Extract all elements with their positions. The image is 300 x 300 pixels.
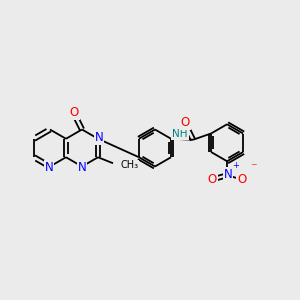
- Text: O: O: [207, 173, 217, 186]
- Text: N: N: [45, 161, 53, 174]
- Text: O: O: [237, 173, 247, 186]
- Text: N: N: [224, 168, 233, 181]
- Text: N: N: [78, 161, 86, 174]
- Text: O: O: [180, 116, 190, 129]
- Text: NH: NH: [172, 129, 188, 139]
- Text: +: +: [232, 161, 239, 170]
- Text: ⁻: ⁻: [250, 161, 257, 174]
- Text: N: N: [94, 131, 103, 144]
- Text: CH₃: CH₃: [120, 160, 138, 170]
- Text: O: O: [69, 106, 79, 119]
